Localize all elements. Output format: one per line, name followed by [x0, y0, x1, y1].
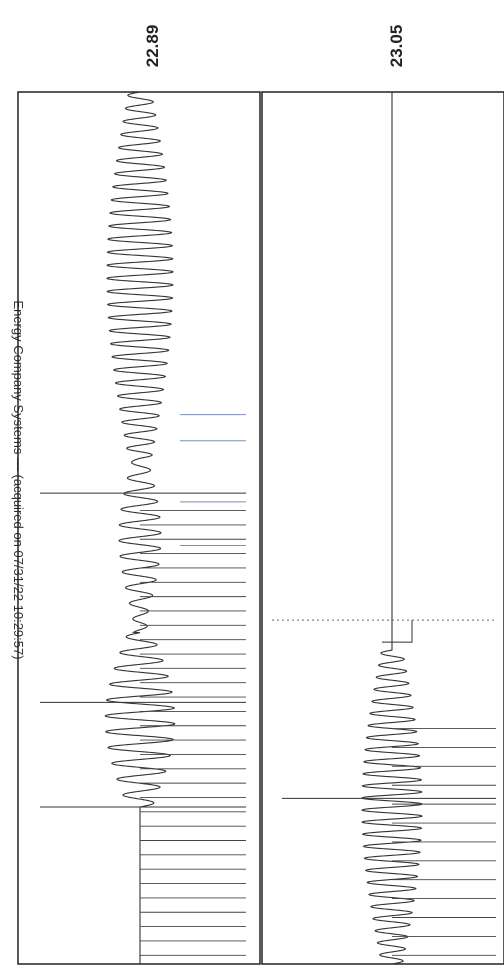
panel-2-reading: 23.05	[387, 25, 406, 68]
panel-2-step-marker	[382, 620, 413, 643]
panel-2-waveform	[361, 92, 423, 965]
panel-2-frame	[261, 91, 504, 965]
panel-2-plot	[272, 92, 496, 965]
panel-1-plot	[40, 91, 246, 964]
panel-1-reading: 22.89	[143, 25, 162, 68]
